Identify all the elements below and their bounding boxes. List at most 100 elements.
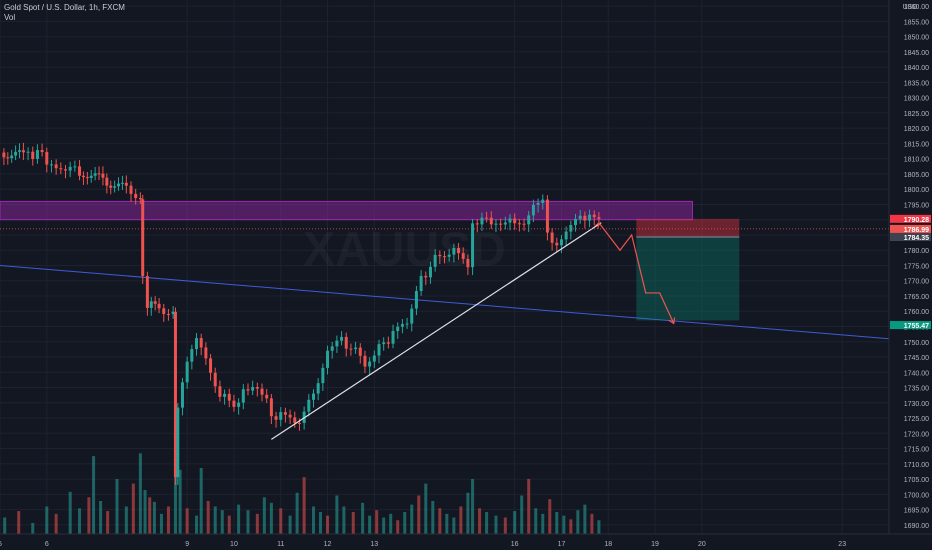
volume-bar [555,512,559,534]
support-trendline [271,222,602,440]
candle-body [541,199,545,203]
time-tick-label: 10 [230,541,238,548]
volume-bar [3,517,7,534]
volume-bar [237,504,241,534]
candle-body [597,217,601,219]
candle-body [241,389,245,403]
volume-bar [590,513,594,534]
time-tick-label: 17 [558,541,566,548]
price-tick-label: 1860.00 [904,4,929,11]
volume-bar [319,512,323,534]
volume-bar [438,508,442,534]
volume-bar [255,513,259,534]
projection-arrowhead [668,317,676,325]
candle-body [283,412,287,415]
price-label-text: 1755.47 [904,323,929,330]
volume-bar [583,504,587,534]
volume-bar [569,519,573,534]
candle-body [6,157,10,159]
volume-bar [31,523,35,534]
volume-bar [513,511,517,534]
price-tick-label: 1815.00 [904,141,929,148]
price-tick-label: 1695.00 [904,508,929,515]
candle-body [578,215,582,219]
candle-body [117,183,121,187]
candle-body [223,393,227,397]
candle-body [545,199,549,233]
volume-bar [403,512,407,534]
candle-body [396,326,400,332]
candle-body [199,338,203,348]
volume-bar [269,502,273,534]
candle-body [321,367,325,384]
price-label-text: 1786.99 [904,227,929,234]
candle-body [466,258,470,268]
candle-body [149,301,153,308]
volume-bar [548,499,552,534]
candle-body [49,164,53,166]
price-label-box [890,321,931,330]
candle-body [274,416,278,420]
candle-body [10,155,14,159]
candle-body [457,248,461,254]
time-tick-label: 13 [370,541,378,548]
volume-bar [361,502,365,534]
candle-body [489,217,493,225]
volume-bar [246,510,250,534]
candle-body [120,182,124,184]
volume-bar [131,483,135,534]
candle-body [93,173,97,176]
candle-body [85,177,89,179]
candle-body [209,358,213,373]
candle-body [452,248,456,255]
volume-bar [597,520,601,534]
price-tick-label: 1760.00 [904,309,929,316]
candle-body [297,422,301,424]
candle-body [372,355,376,362]
volume-bar [106,511,110,534]
candle-body [64,169,68,171]
price-tick-label: 1740.00 [904,370,929,377]
candle-body [145,276,149,308]
volume-bar [54,513,58,534]
candle-body [157,303,161,309]
volume-bar [227,515,231,534]
projection-start-arrow [593,221,600,229]
time-tick-label: 16 [511,541,519,548]
candle-body [45,152,49,165]
price-tick-label: 1795.00 [904,202,929,209]
candle-body [527,215,531,225]
candle-body [265,394,269,399]
volume-bar [199,468,203,534]
volume-bar [195,515,199,534]
candle-body [190,349,194,362]
candle-body [592,214,596,218]
volume-bar [396,520,400,534]
volume-bar [503,517,507,534]
volume-bar [478,508,482,534]
candle-body [574,218,578,226]
volume-bar [562,515,566,534]
volume-bar [148,497,152,534]
candle-body [536,202,540,205]
candle-body [485,217,489,219]
candle-body [232,400,236,407]
price-tick-label: 1705.00 [904,477,929,484]
candle-body [134,193,138,199]
stop-loss-zone [636,218,740,237]
candle-body [386,342,390,344]
symbol-title: Gold Spot / U.S. Dollar, 1h, FXCM [4,3,125,12]
currency-label: USD [903,4,918,11]
candle-body [433,254,437,267]
candle-body [213,372,217,387]
candle-body [583,215,587,221]
candle-body [101,173,105,178]
volume-bar [541,513,545,534]
price-tick-label: 1710.00 [904,462,929,469]
volume-bar [78,508,82,534]
candle-body [218,386,222,397]
candle-body [569,225,573,232]
candle-body [35,150,39,159]
